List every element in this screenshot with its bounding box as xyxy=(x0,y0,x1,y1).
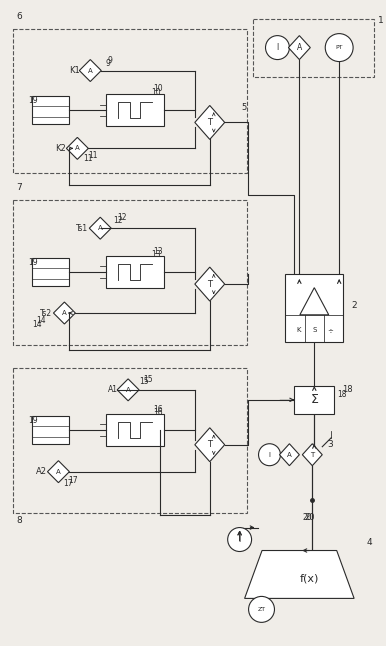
Text: 11: 11 xyxy=(88,151,98,160)
Polygon shape xyxy=(245,550,354,598)
Polygon shape xyxy=(195,428,225,462)
Text: 3: 3 xyxy=(327,440,333,449)
Polygon shape xyxy=(66,138,88,160)
Text: A: A xyxy=(297,43,302,52)
Text: PT: PT xyxy=(335,45,343,50)
FancyBboxPatch shape xyxy=(32,416,69,444)
Circle shape xyxy=(325,34,353,61)
Polygon shape xyxy=(195,105,225,140)
Text: 14: 14 xyxy=(37,316,46,325)
Text: K1: K1 xyxy=(69,66,80,75)
Polygon shape xyxy=(117,379,139,401)
Text: 5: 5 xyxy=(242,103,247,112)
Text: Ts1: Ts1 xyxy=(76,224,88,233)
Text: 13: 13 xyxy=(151,249,161,258)
Polygon shape xyxy=(288,36,310,59)
Text: 19: 19 xyxy=(29,416,38,425)
Text: 8: 8 xyxy=(17,516,22,525)
Polygon shape xyxy=(195,267,225,301)
Text: A: A xyxy=(287,452,292,458)
Text: 14: 14 xyxy=(32,320,41,329)
FancyBboxPatch shape xyxy=(106,94,164,127)
Polygon shape xyxy=(300,287,329,315)
Circle shape xyxy=(228,528,252,552)
Text: A: A xyxy=(62,310,67,316)
Text: 16: 16 xyxy=(153,405,163,414)
Text: 18: 18 xyxy=(342,385,353,394)
Text: A2: A2 xyxy=(36,467,46,476)
Polygon shape xyxy=(47,461,69,483)
Polygon shape xyxy=(302,444,322,466)
Text: 18: 18 xyxy=(337,390,347,399)
Text: A1: A1 xyxy=(108,386,118,394)
Text: 15: 15 xyxy=(139,377,149,386)
FancyBboxPatch shape xyxy=(295,386,334,414)
Text: 9: 9 xyxy=(107,56,112,65)
Text: A: A xyxy=(56,469,61,475)
FancyBboxPatch shape xyxy=(32,96,69,125)
Text: A: A xyxy=(98,225,103,231)
Text: A: A xyxy=(75,145,80,151)
Text: 16: 16 xyxy=(153,408,163,417)
Circle shape xyxy=(259,444,281,466)
Text: 13: 13 xyxy=(153,247,163,256)
FancyBboxPatch shape xyxy=(285,274,343,342)
Text: 4: 4 xyxy=(367,537,373,547)
Text: T: T xyxy=(207,118,212,127)
Text: 20: 20 xyxy=(303,513,312,522)
Text: A: A xyxy=(88,68,93,74)
Text: 2: 2 xyxy=(351,301,357,310)
Text: I: I xyxy=(276,43,279,52)
Text: 6: 6 xyxy=(17,12,22,21)
Polygon shape xyxy=(53,302,75,324)
Circle shape xyxy=(266,36,290,59)
Text: 17: 17 xyxy=(64,479,73,488)
Text: 17: 17 xyxy=(68,475,78,484)
Text: Σ: Σ xyxy=(310,393,318,406)
Text: Ts2: Ts2 xyxy=(41,309,52,318)
Circle shape xyxy=(249,596,274,622)
Text: 9: 9 xyxy=(106,59,111,68)
Text: 11: 11 xyxy=(83,154,93,163)
Text: 12: 12 xyxy=(117,213,127,222)
Text: 10: 10 xyxy=(151,88,161,97)
Text: 10: 10 xyxy=(153,83,163,92)
Text: T: T xyxy=(207,280,212,289)
Text: 20: 20 xyxy=(304,512,315,521)
Text: 1: 1 xyxy=(378,16,384,25)
Text: f(x): f(x) xyxy=(300,574,319,583)
Text: A: A xyxy=(126,387,130,393)
Text: ZT: ZT xyxy=(257,607,266,612)
Polygon shape xyxy=(89,217,111,239)
Text: S: S xyxy=(312,327,317,333)
Text: 12: 12 xyxy=(113,216,123,225)
Text: 7: 7 xyxy=(17,183,22,193)
Text: I: I xyxy=(239,535,241,544)
FancyBboxPatch shape xyxy=(106,414,164,446)
Text: K2: K2 xyxy=(55,144,65,153)
Text: ÷: ÷ xyxy=(328,327,334,333)
Polygon shape xyxy=(279,444,300,466)
Text: 19: 19 xyxy=(29,96,38,105)
Text: K: K xyxy=(296,327,300,333)
FancyBboxPatch shape xyxy=(32,258,69,286)
Text: I: I xyxy=(269,452,271,458)
Text: 19: 19 xyxy=(29,258,38,267)
Text: T: T xyxy=(207,440,212,449)
Text: T: T xyxy=(310,452,315,458)
FancyBboxPatch shape xyxy=(106,256,164,288)
Text: 15: 15 xyxy=(143,375,153,384)
Polygon shape xyxy=(80,59,101,81)
